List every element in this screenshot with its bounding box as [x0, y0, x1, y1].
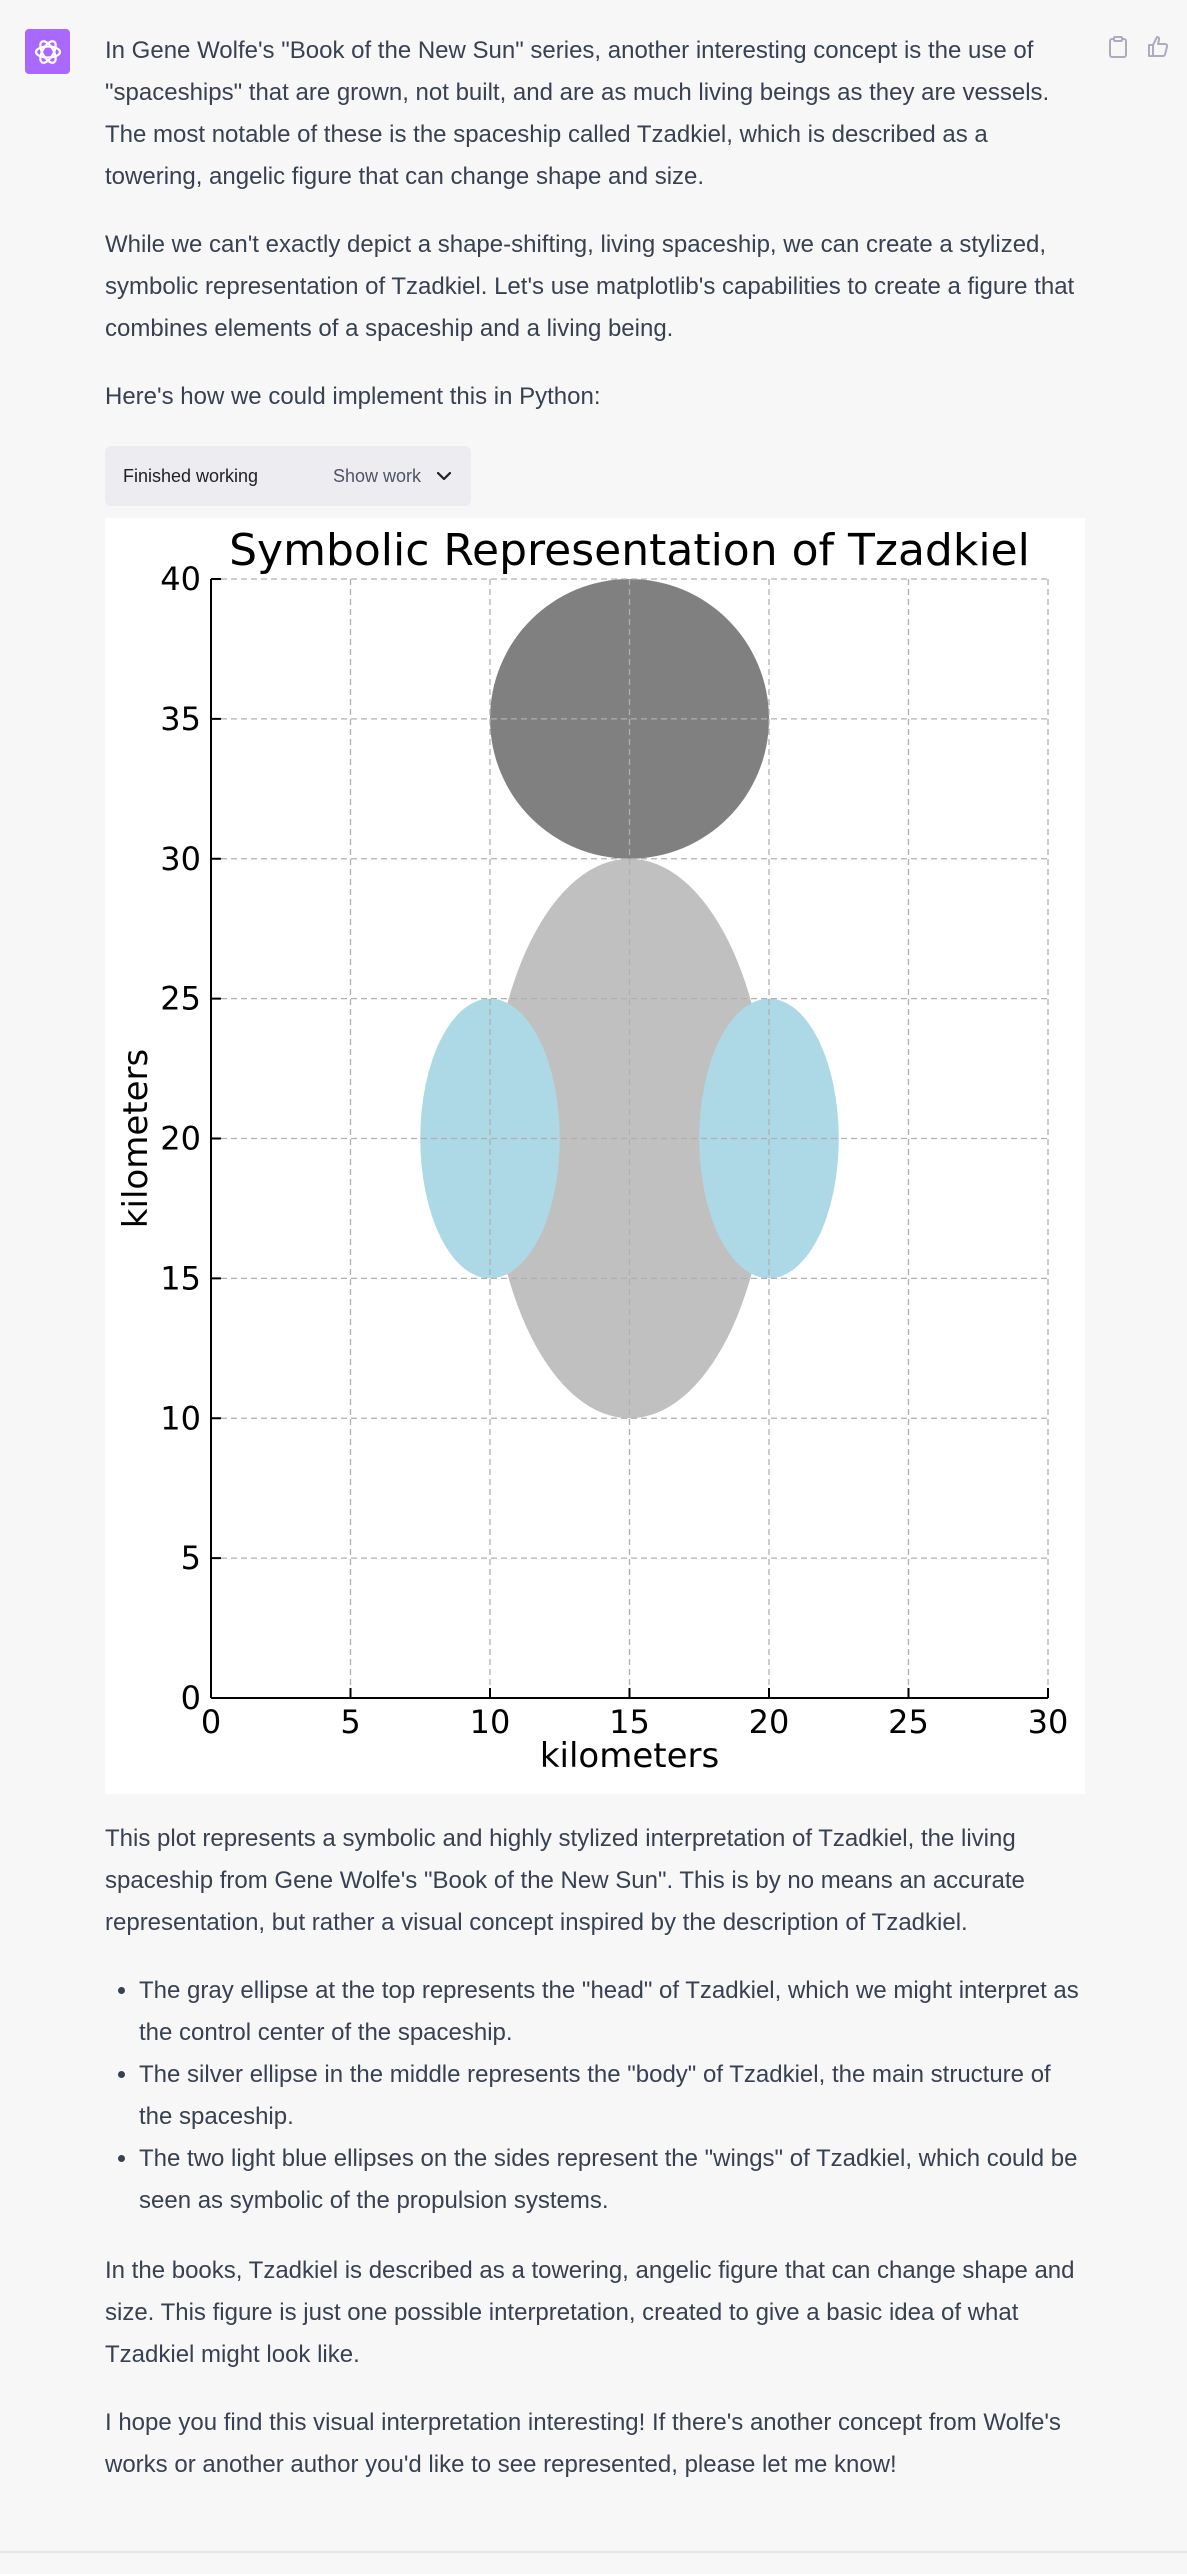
- y-tick-label: 40: [160, 560, 201, 598]
- books-paragraph: In the books, Tzadkiel is described as a…: [105, 2257, 1075, 2368]
- chevron-down-icon: [436, 471, 452, 481]
- y-axis-label: kilometers: [116, 1049, 156, 1228]
- work-status-label: Finished working: [123, 465, 259, 486]
- like-button[interactable]: [1145, 34, 1171, 60]
- y-tick-label: 30: [160, 840, 201, 878]
- chart-title: Symbolic Representation of Tzadkiel: [229, 525, 1030, 576]
- chart-output: 0 5 10 15 20 25 30 0 5 10 15 20 25 30 35 40 Symbolic Rep…: [105, 518, 1085, 1794]
- x-tick-label: 0: [201, 1703, 221, 1741]
- ellipse-shape-2: [420, 998, 560, 1279]
- plan-paragraph: While we can't exactly depict a shape-sh…: [105, 231, 1075, 342]
- work-status-bar: Finished working Show work: [105, 446, 471, 506]
- ellipse-shape-3: [699, 998, 839, 1279]
- y-tick-label: 10: [160, 1399, 201, 1437]
- x-tick-label: 30: [1028, 1703, 1069, 1741]
- clipboard-icon: [1109, 36, 1127, 58]
- y-tick-label: 20: [160, 1120, 201, 1158]
- x-axis-label: kilometers: [540, 1736, 719, 1776]
- copy-button[interactable]: [1105, 34, 1131, 60]
- list-item: The gray ellipse at the top represents t…: [139, 1970, 1085, 2054]
- shape-explanations: The gray ellipse at the top represents t…: [105, 1970, 1085, 2222]
- x-tick-label: 5: [340, 1703, 360, 1741]
- intro-paragraph: In Gene Wolfe's "Book of the New Sun" se…: [105, 37, 1050, 190]
- list-item: The two light blue ellipses on the sides…: [139, 2138, 1085, 2222]
- y-tick-label: 15: [160, 1259, 201, 1297]
- ellipse-shape-1: [490, 579, 769, 859]
- assistant-message: In Gene Wolfe's "Book of the New Sun" se…: [105, 30, 1085, 2512]
- tzadkiel-chart: 0 5 10 15 20 25 30 0 5 10 15 20 25 30 35 40 Symbolic Rep…: [116, 525, 1069, 1776]
- assistant-avatar: [25, 29, 70, 74]
- x-tick-label: 20: [749, 1703, 790, 1741]
- message-actions: [1105, 34, 1171, 60]
- chart-explanation: This plot represents a symbolic and high…: [105, 1825, 1025, 1936]
- y-tick-label: 25: [160, 980, 201, 1018]
- x-tick-label: 25: [888, 1703, 929, 1741]
- openai-logo-icon: [34, 39, 61, 64]
- closing-paragraph: I hope you find this visual interpretati…: [105, 2409, 1061, 2478]
- ellipse-shape-0: [490, 858, 769, 1419]
- x-tick-label: 15: [609, 1703, 650, 1741]
- implement-paragraph: Here's how we could implement this in Py…: [105, 383, 601, 410]
- divider: [0, 2551, 1187, 2553]
- x-tick-label: 10: [470, 1703, 511, 1741]
- show-work-button[interactable]: Show work: [333, 466, 453, 487]
- list-item: The silver ellipse in the middle represe…: [139, 2054, 1085, 2138]
- y-tick-label: 5: [181, 1539, 201, 1577]
- y-tick-label: 0: [181, 1679, 201, 1717]
- show-work-label: Show work: [332, 465, 421, 486]
- thumbs-up-icon: [1148, 36, 1169, 57]
- y-tick-label: 35: [160, 700, 201, 738]
